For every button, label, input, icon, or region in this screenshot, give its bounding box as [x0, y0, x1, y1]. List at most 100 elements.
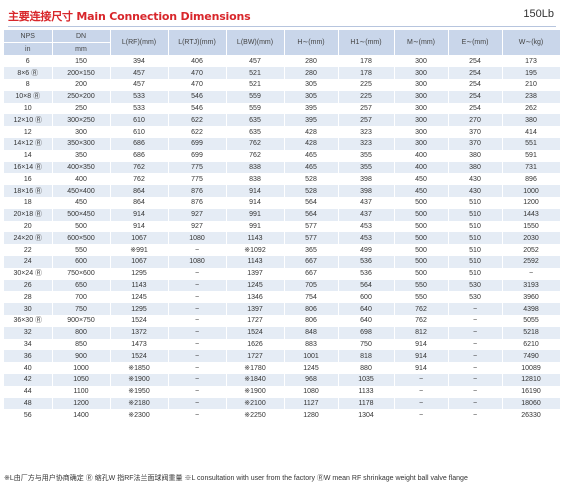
- table-cell: 453: [338, 220, 395, 233]
- table-cell: 551: [502, 138, 561, 150]
- table-cell: 26: [4, 279, 53, 292]
- table-cell: 1245: [110, 291, 169, 304]
- table-cell: 900: [52, 350, 111, 363]
- table-cell: 818: [338, 350, 395, 363]
- table-cell: 400: [394, 149, 449, 162]
- table-cell: 380: [502, 114, 561, 127]
- table-cell: −: [448, 385, 503, 398]
- table-cell: 640: [338, 303, 395, 316]
- table-cell: 533: [110, 90, 169, 103]
- table-cell: 16×14 Ⓡ: [4, 161, 53, 174]
- table-cell: 257: [338, 102, 395, 115]
- table-row: 14 350 686 699 762 465 355 400 380 591: [4, 149, 561, 162]
- table-cell: 762: [226, 138, 285, 150]
- table-cell: 1400: [52, 409, 111, 422]
- table-cell: 22: [4, 244, 53, 257]
- table-cell: 600: [52, 256, 111, 268]
- table-cell: 400×350: [52, 161, 111, 174]
- table-cell: 437: [338, 197, 395, 209]
- table-row: 28 700 1245−1346 754 600 550 530 3960: [4, 291, 561, 304]
- table-cell: 225: [338, 90, 395, 103]
- table-cell: 686: [110, 149, 169, 162]
- table-cell: 34: [4, 338, 53, 351]
- table-cell: ※1780: [226, 362, 285, 375]
- table-cell: 453: [338, 232, 395, 245]
- table-cell: 880: [338, 362, 395, 375]
- table-cell: 380: [448, 161, 503, 174]
- table-cell: 876: [168, 185, 227, 198]
- table-cell: 350: [52, 149, 111, 162]
- table-row: 18 450 864 876 914 564 437 500 510 1200: [4, 197, 561, 209]
- table-cell: 500: [394, 267, 449, 280]
- table-cell: 365: [284, 244, 339, 257]
- table-row: 36×30 Ⓡ 900×750 1524−1727 806 640 762−5055: [4, 315, 561, 327]
- table-cell: 1067: [110, 256, 169, 268]
- table-cell: 536: [338, 267, 395, 280]
- table-cell: 762: [394, 303, 449, 316]
- table-cell: 1295: [110, 267, 169, 280]
- table-cell: 257: [338, 114, 395, 127]
- table-cell: −: [168, 267, 227, 280]
- table-cell: 800: [52, 326, 111, 339]
- table-cell: 500: [394, 220, 449, 233]
- table-cell: −: [168, 385, 227, 398]
- table-cell: 450: [52, 197, 111, 209]
- table-cell: 564: [338, 279, 395, 292]
- table-cell: 914: [110, 220, 169, 233]
- table-cell: 450: [394, 185, 449, 198]
- table-row: 24×20 Ⓡ 600×500 1067 1080 1143 577 453 500 510 20…: [4, 232, 561, 245]
- table-cell: 3193: [502, 279, 561, 292]
- table-cell: 406: [168, 55, 227, 68]
- table-cell: 699: [168, 138, 227, 150]
- table-cell: 355: [338, 161, 395, 174]
- table-cell: 254: [448, 79, 503, 91]
- table-cell: ※1950: [110, 385, 169, 398]
- table-cell: 1397: [226, 303, 285, 316]
- table-row: 20 500 914 927 991 577 453 500 510 1550: [4, 220, 561, 233]
- table-cell: 900×750: [52, 315, 111, 327]
- table-cell: ※2250: [226, 409, 285, 422]
- table-cell: 1524: [110, 315, 169, 327]
- table-cell: 762: [110, 173, 169, 186]
- table-cell: 2030: [502, 232, 561, 245]
- table-cell: 510: [448, 208, 503, 221]
- col-header-l-rf: L(RF)(mm): [110, 30, 169, 56]
- col-unit-dn: mm: [52, 42, 111, 55]
- table-cell: 24×20 Ⓡ: [4, 232, 53, 245]
- table-cell: 400: [394, 161, 449, 174]
- table-cell: 500×450: [52, 208, 111, 221]
- footnote: ※L由厂方与用户协商确定 Ⓡ 缩孔W 指RF法兰面球阀重量 ※L consult…: [4, 475, 468, 482]
- table-cell: 838: [226, 161, 285, 174]
- table-cell: 238: [502, 90, 561, 103]
- table-cell: 2052: [502, 244, 561, 257]
- table-cell: 499: [338, 244, 395, 257]
- table-cell: 24: [4, 256, 53, 268]
- table-cell: 927: [168, 220, 227, 233]
- table-cell: −: [168, 303, 227, 316]
- table-row: 26 650 1143−1245 705 564 550 530 3193: [4, 279, 561, 292]
- table-cell: 1000: [502, 185, 561, 198]
- table-cell: 300×250: [52, 114, 111, 127]
- table-cell: −: [168, 362, 227, 375]
- table-cell: 305: [284, 79, 339, 91]
- table-cell: 355: [338, 149, 395, 162]
- table-cell: −: [168, 338, 227, 351]
- table-cell: 178: [338, 55, 395, 68]
- table-cell: 323: [338, 138, 395, 150]
- table-cell: 398: [338, 173, 395, 186]
- table-cell: 470: [168, 67, 227, 80]
- table-cell: 705: [284, 279, 339, 292]
- table-cell: 536: [338, 256, 395, 268]
- col-unit-nps: in: [4, 42, 53, 55]
- table-cell: −: [394, 385, 449, 398]
- table-cell: 622: [168, 126, 227, 139]
- table-cell: 300: [52, 126, 111, 139]
- table-row: 10 250 533 546 559 395 257 300 254 262: [4, 102, 561, 115]
- table-cell: 1524: [110, 350, 169, 363]
- col-header-h: H∼(mm): [284, 30, 339, 56]
- table-cell: 173: [502, 55, 561, 68]
- table-cell: 700: [52, 291, 111, 304]
- table-cell: 686: [110, 138, 169, 150]
- table-cell: 3960: [502, 291, 561, 304]
- table-cell: −: [168, 326, 227, 339]
